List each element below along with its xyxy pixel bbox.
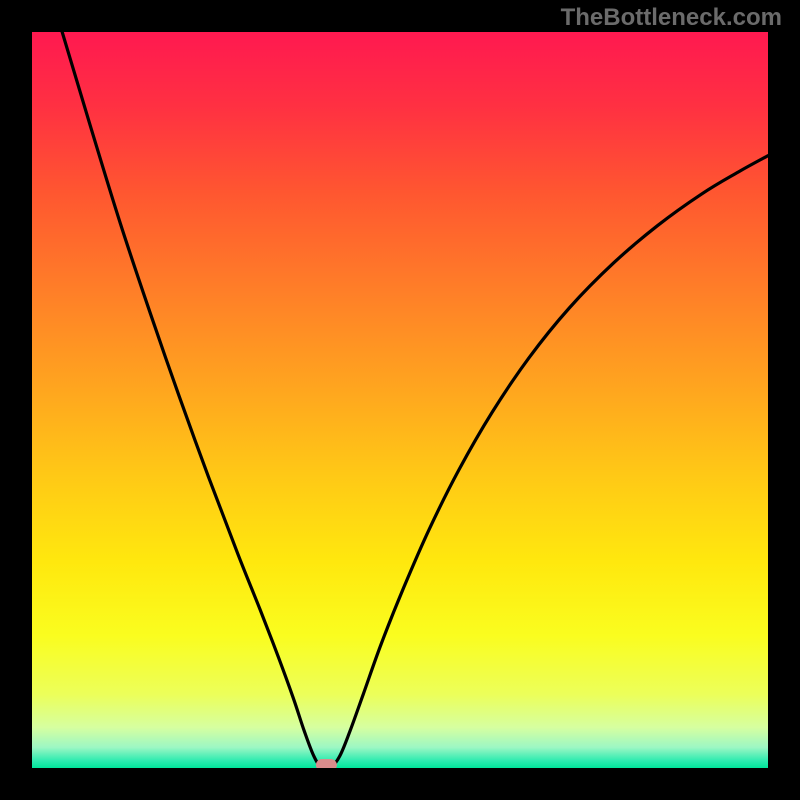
chart-svg (0, 0, 800, 800)
plot-background (32, 32, 768, 768)
watermark-text: TheBottleneck.com (561, 4, 782, 32)
chart-container: TheBottleneck.com (0, 0, 800, 800)
